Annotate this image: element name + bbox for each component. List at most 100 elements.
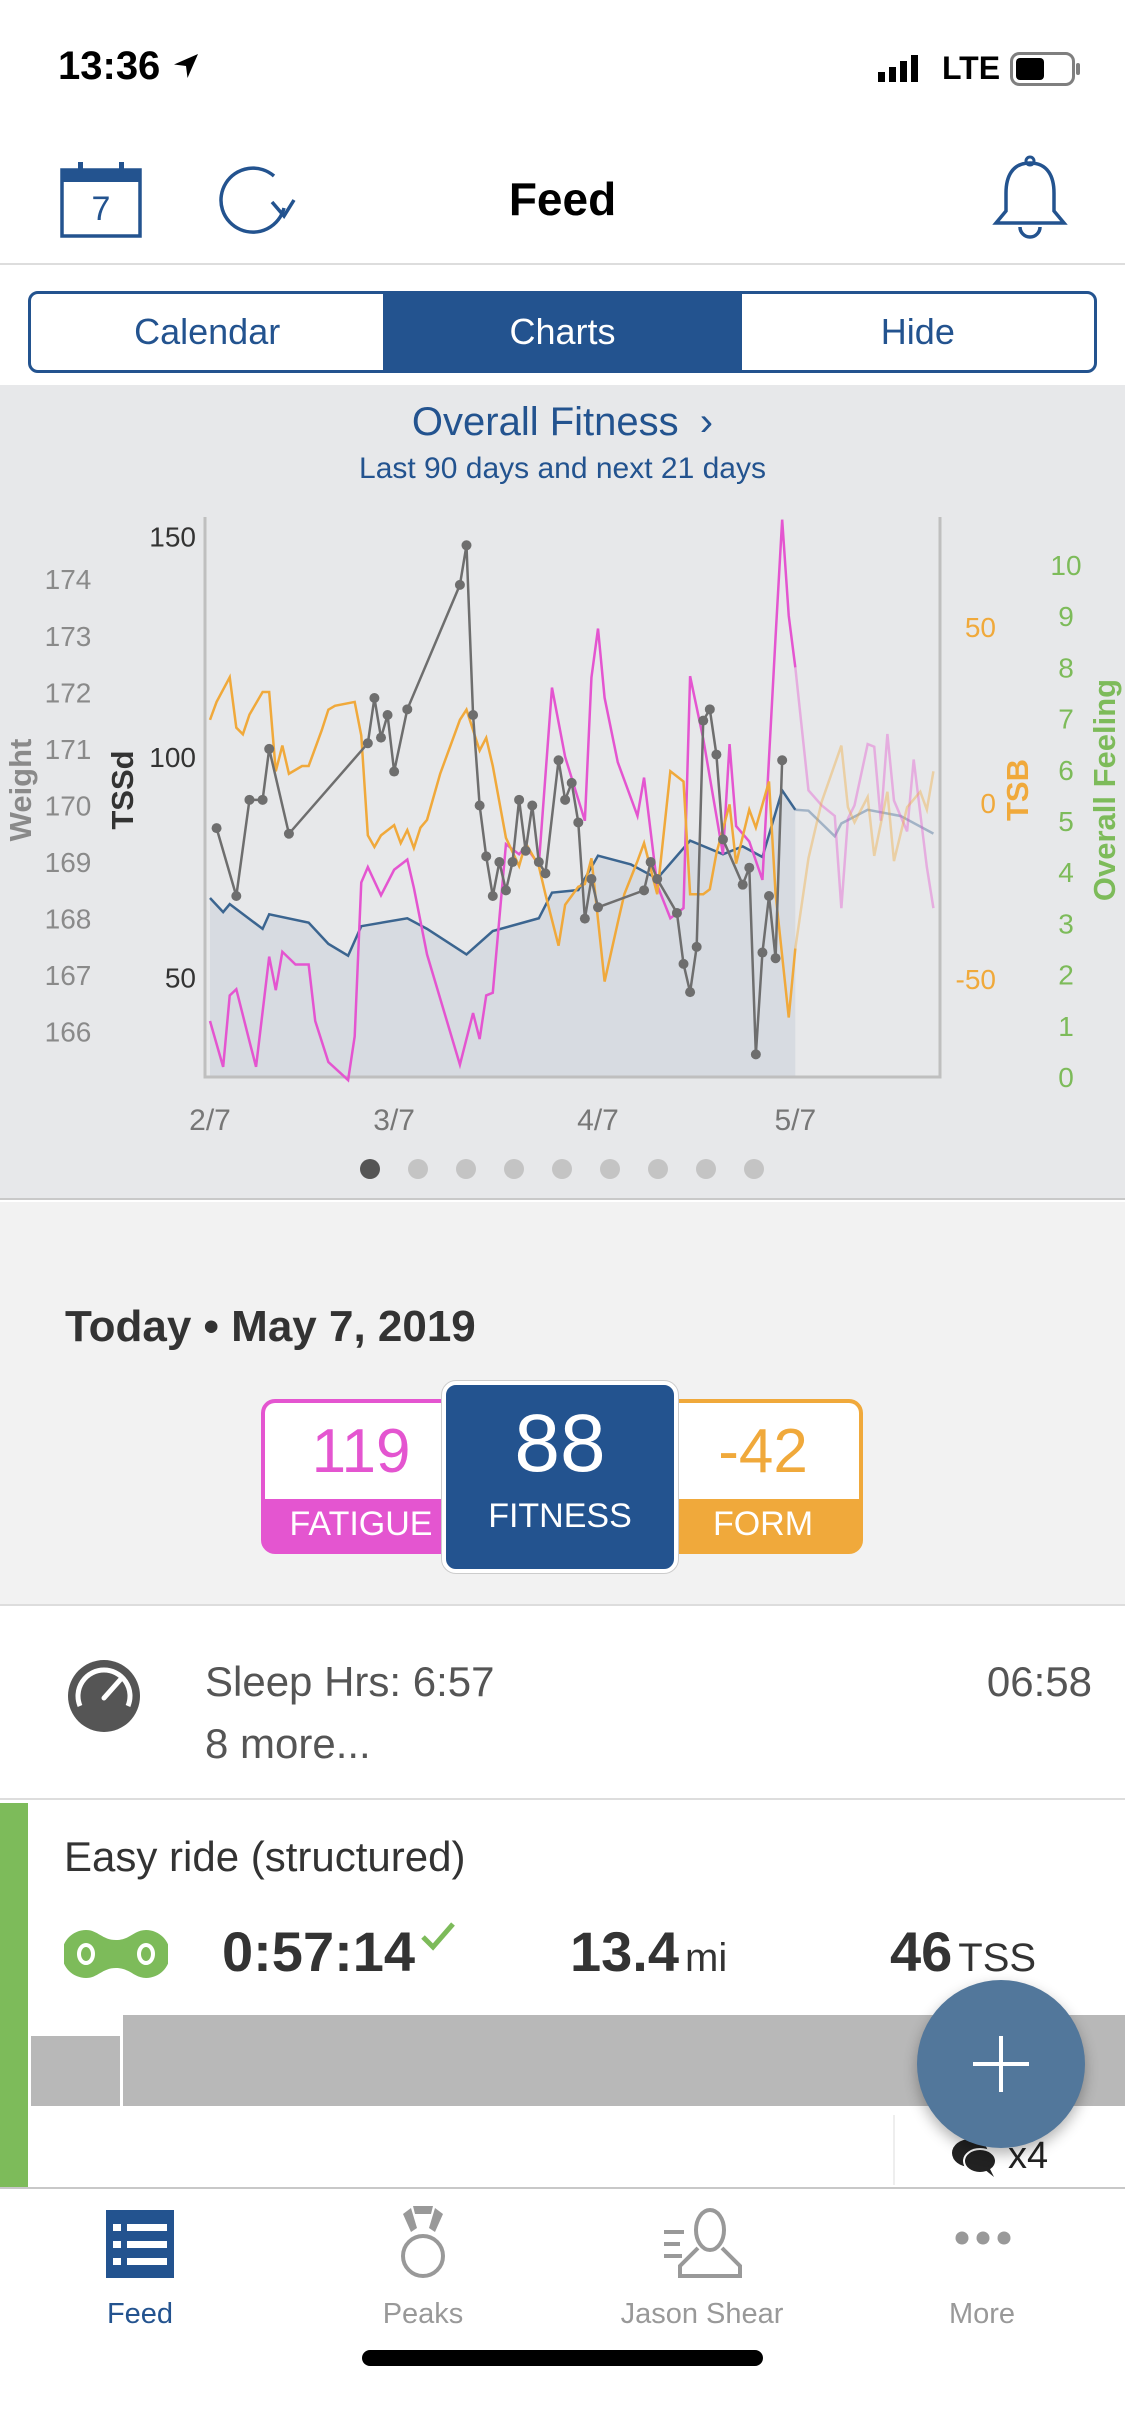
tabbar-divider (0, 2187, 1125, 2189)
weight-tick-label: 166 (45, 1017, 92, 1048)
fatigue-projection-line (794, 667, 935, 909)
tab-athlete[interactable]: Jason Shear (582, 2190, 822, 2350)
workout-accent-bar (0, 1803, 28, 2188)
fitness-label: FITNESS (488, 1497, 632, 1535)
tsb-axis-title: TSB (1000, 759, 1035, 821)
tssd-tick-label: 150 (149, 521, 196, 552)
x-tick-label: 3/7 (373, 1104, 415, 1137)
weight-point (474, 800, 485, 811)
tss-value: 46 (890, 1920, 953, 1983)
weight-tick-label: 170 (45, 790, 92, 821)
notifications-button[interactable] (990, 155, 1070, 244)
tss-unit: TSS (958, 1936, 1037, 1980)
segment-calendar[interactable]: Calendar (31, 294, 387, 370)
tab-peaks[interactable]: Peaks (323, 2190, 523, 2350)
fitness-area (210, 790, 796, 1077)
segment-hide[interactable]: Hide (880, 311, 955, 352)
page-indicator-dot[interactable] (504, 1159, 524, 1179)
calendar-button[interactable]: 7 (60, 160, 142, 238)
chart-title: Overall Fitness (411, 400, 679, 444)
page-indicator-dot[interactable] (552, 1159, 572, 1179)
page-indicator-dot[interactable] (744, 1159, 764, 1179)
workout-title: Easy ride (structured) (64, 1833, 466, 1880)
page-indicator-dot[interactable] (696, 1159, 716, 1179)
weight-tick-label: 169 (45, 847, 92, 878)
distance-unit: mi (685, 1936, 728, 1980)
form-value: -42 (667, 1403, 859, 1499)
weight-point (481, 851, 492, 862)
feeling-tick-label: 2 (1058, 960, 1074, 991)
chart-title-link[interactable]: Overall Fitness › (0, 400, 1125, 445)
weight-point (382, 709, 393, 720)
segment-charts[interactable]: Charts (386, 294, 742, 370)
add-button[interactable] (917, 1980, 1085, 2148)
weight-tick-label: 172 (45, 677, 92, 708)
more-metrics-link[interactable]: 8 more... (205, 1720, 371, 1767)
tsb-tick-label: 50 (965, 612, 996, 643)
fitness-projection-line (795, 808, 935, 839)
fitness-value: 88 (514, 1398, 606, 1489)
home-indicator[interactable] (362, 2350, 763, 2366)
weight-point (494, 857, 505, 868)
bike-chain-icon (64, 1930, 168, 1978)
weight-point (717, 834, 728, 845)
weight-point (573, 817, 584, 828)
plus-icon (973, 2036, 1029, 2092)
comments-divider (893, 2115, 895, 2185)
weight-tick-label: 171 (45, 734, 92, 765)
workout-tss: 46 TSS (890, 1919, 1036, 1984)
weight-point (520, 845, 531, 856)
network-label: LTE (942, 50, 1001, 86)
weight-point (744, 862, 755, 873)
fatigue-label: FATIGUE (289, 1505, 433, 1543)
weight-point (750, 1049, 761, 1060)
tab-feed[interactable]: Feed (40, 2190, 240, 2350)
weight-point (685, 987, 696, 998)
weight-point (454, 579, 465, 590)
metrics-row[interactable]: Sleep Hrs: 6:57 8 more... 06:58 (0, 1608, 1125, 1800)
weight-point (553, 755, 564, 766)
page-indicator-dot[interactable] (456, 1159, 476, 1179)
today-heading: Today • May 7, 2019 (65, 1302, 476, 1351)
header-divider (0, 263, 1125, 265)
comments-icon[interactable] (950, 2135, 998, 2179)
feeling-tick-label: 6 (1058, 755, 1074, 786)
weight-point (507, 857, 518, 868)
feeling-tick-label: 3 (1058, 908, 1074, 939)
weight-point (579, 913, 590, 924)
weight-point (560, 794, 571, 805)
page-indicator-dot[interactable] (360, 1159, 380, 1179)
fitness-chart[interactable]: 16616716816917017117217317450100150-5005… (0, 0, 1125, 1200)
weight-point (402, 704, 413, 715)
weight-tick-label: 173 (45, 621, 92, 652)
chart-subtitle: Last 90 days and next 21 days (359, 452, 766, 485)
refresh-button[interactable] (214, 160, 298, 241)
tab-more[interactable]: More (882, 2190, 1082, 2350)
distance-value: 13.4 (570, 1920, 679, 1983)
weight-point (691, 941, 702, 952)
page-indicator-dot[interactable] (408, 1159, 428, 1179)
weight-point (757, 947, 768, 958)
completed-check-icon (421, 1922, 455, 1951)
weight-point (704, 704, 715, 715)
page-indicator-dot[interactable] (600, 1159, 620, 1179)
weight-point (764, 890, 775, 901)
page-indicator-dot[interactable] (648, 1159, 668, 1179)
weight-point (777, 755, 788, 766)
fatigue-box[interactable]: 119 FATIGUE (261, 1399, 461, 1554)
tssd-tick-label: 50 (165, 962, 196, 993)
medal-icon (401, 2206, 445, 2278)
weight-point (678, 958, 689, 969)
weight-point (500, 885, 511, 896)
x-tick-label: 5/7 (774, 1104, 816, 1137)
form-box[interactable]: -42 FORM (663, 1399, 863, 1554)
chevron-right-icon: › (699, 400, 714, 444)
weight-point (264, 743, 275, 754)
weight-point (375, 732, 386, 743)
fitness-box[interactable]: 88 FITNESS (442, 1381, 678, 1573)
workout-duration: 0:57:14 (222, 1920, 416, 1983)
weight-point (257, 794, 268, 805)
sleep-metric: Sleep Hrs: 6:57 (205, 1658, 495, 1705)
weight-point (698, 715, 709, 726)
weight-point (671, 907, 682, 918)
